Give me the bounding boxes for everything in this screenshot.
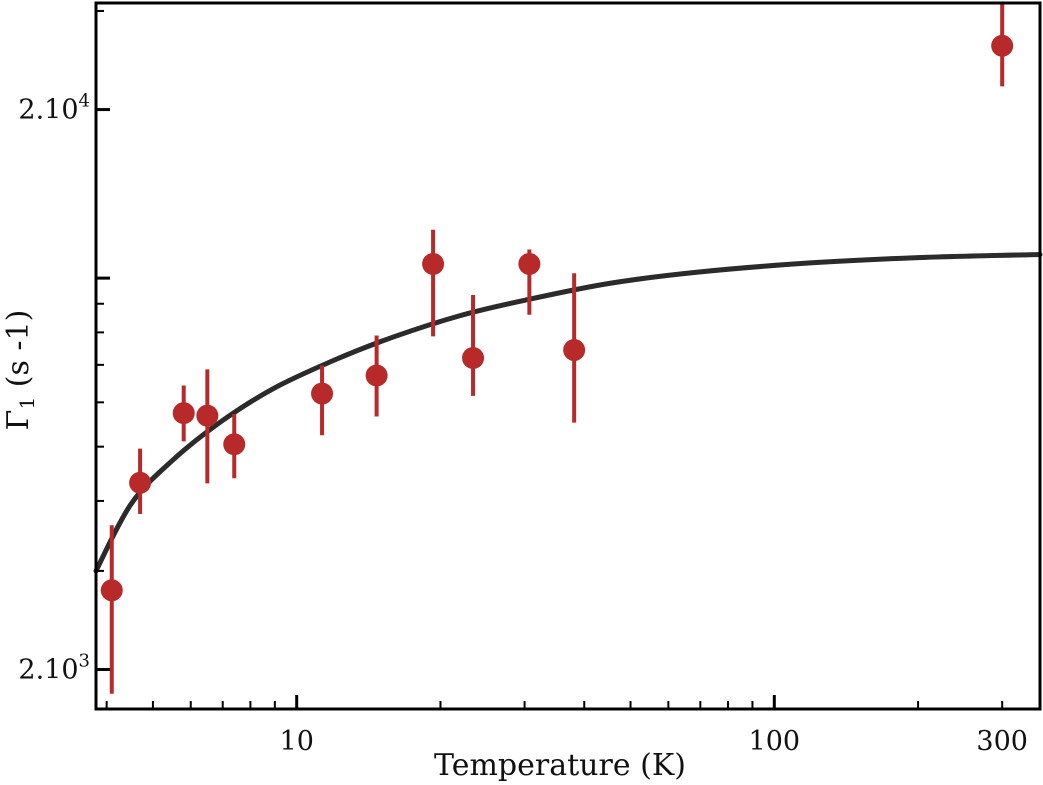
data-point — [422, 229, 445, 337]
point-marker — [422, 252, 445, 275]
svg-text:Γ1 (s -1): Γ1 (s -1) — [1, 310, 39, 431]
data-point — [518, 249, 541, 315]
data-point — [563, 273, 586, 423]
x-tick-label: 300 — [976, 726, 1028, 757]
point-marker — [311, 382, 334, 405]
data-point — [196, 369, 219, 484]
data-point — [100, 525, 123, 694]
point-marker — [563, 339, 586, 362]
y-axis-label-symbol: Γ — [1, 410, 36, 431]
point-marker — [365, 364, 388, 387]
point-marker — [196, 404, 219, 427]
point-marker — [100, 579, 123, 602]
x-axis-label: Temperature (K) — [434, 748, 686, 783]
data-point — [462, 294, 485, 396]
fit-curve — [93, 252, 1043, 574]
x-tick-label: 100 — [749, 726, 801, 757]
y-axis-label-unit: (s -1) — [1, 310, 36, 388]
point-marker — [991, 34, 1014, 57]
plot-frame — [94, 1, 1042, 711]
y-tick-label: 2.103 — [18, 650, 90, 685]
fit-layer — [93, 252, 1043, 574]
data-point — [172, 385, 195, 442]
point-marker — [172, 402, 195, 425]
point-marker — [129, 471, 152, 494]
data-point — [129, 448, 152, 515]
y-axis-label-subscript: 1 — [15, 397, 39, 410]
data-point — [223, 413, 246, 479]
data-point — [991, 3, 1014, 87]
data-point — [311, 365, 334, 436]
x-tick-label: 10 — [280, 726, 314, 757]
point-marker — [518, 252, 541, 275]
y-axis-label: Γ1 (s -1) — [1, 310, 39, 431]
ticks-layer: 10 100 300 2.103 2.104 — [18, 9, 1028, 757]
point-marker — [462, 347, 485, 370]
y-tick-label: 2.104 — [18, 91, 90, 126]
point-marker — [223, 433, 246, 456]
points-layer — [100, 3, 1014, 694]
data-point — [365, 335, 388, 417]
